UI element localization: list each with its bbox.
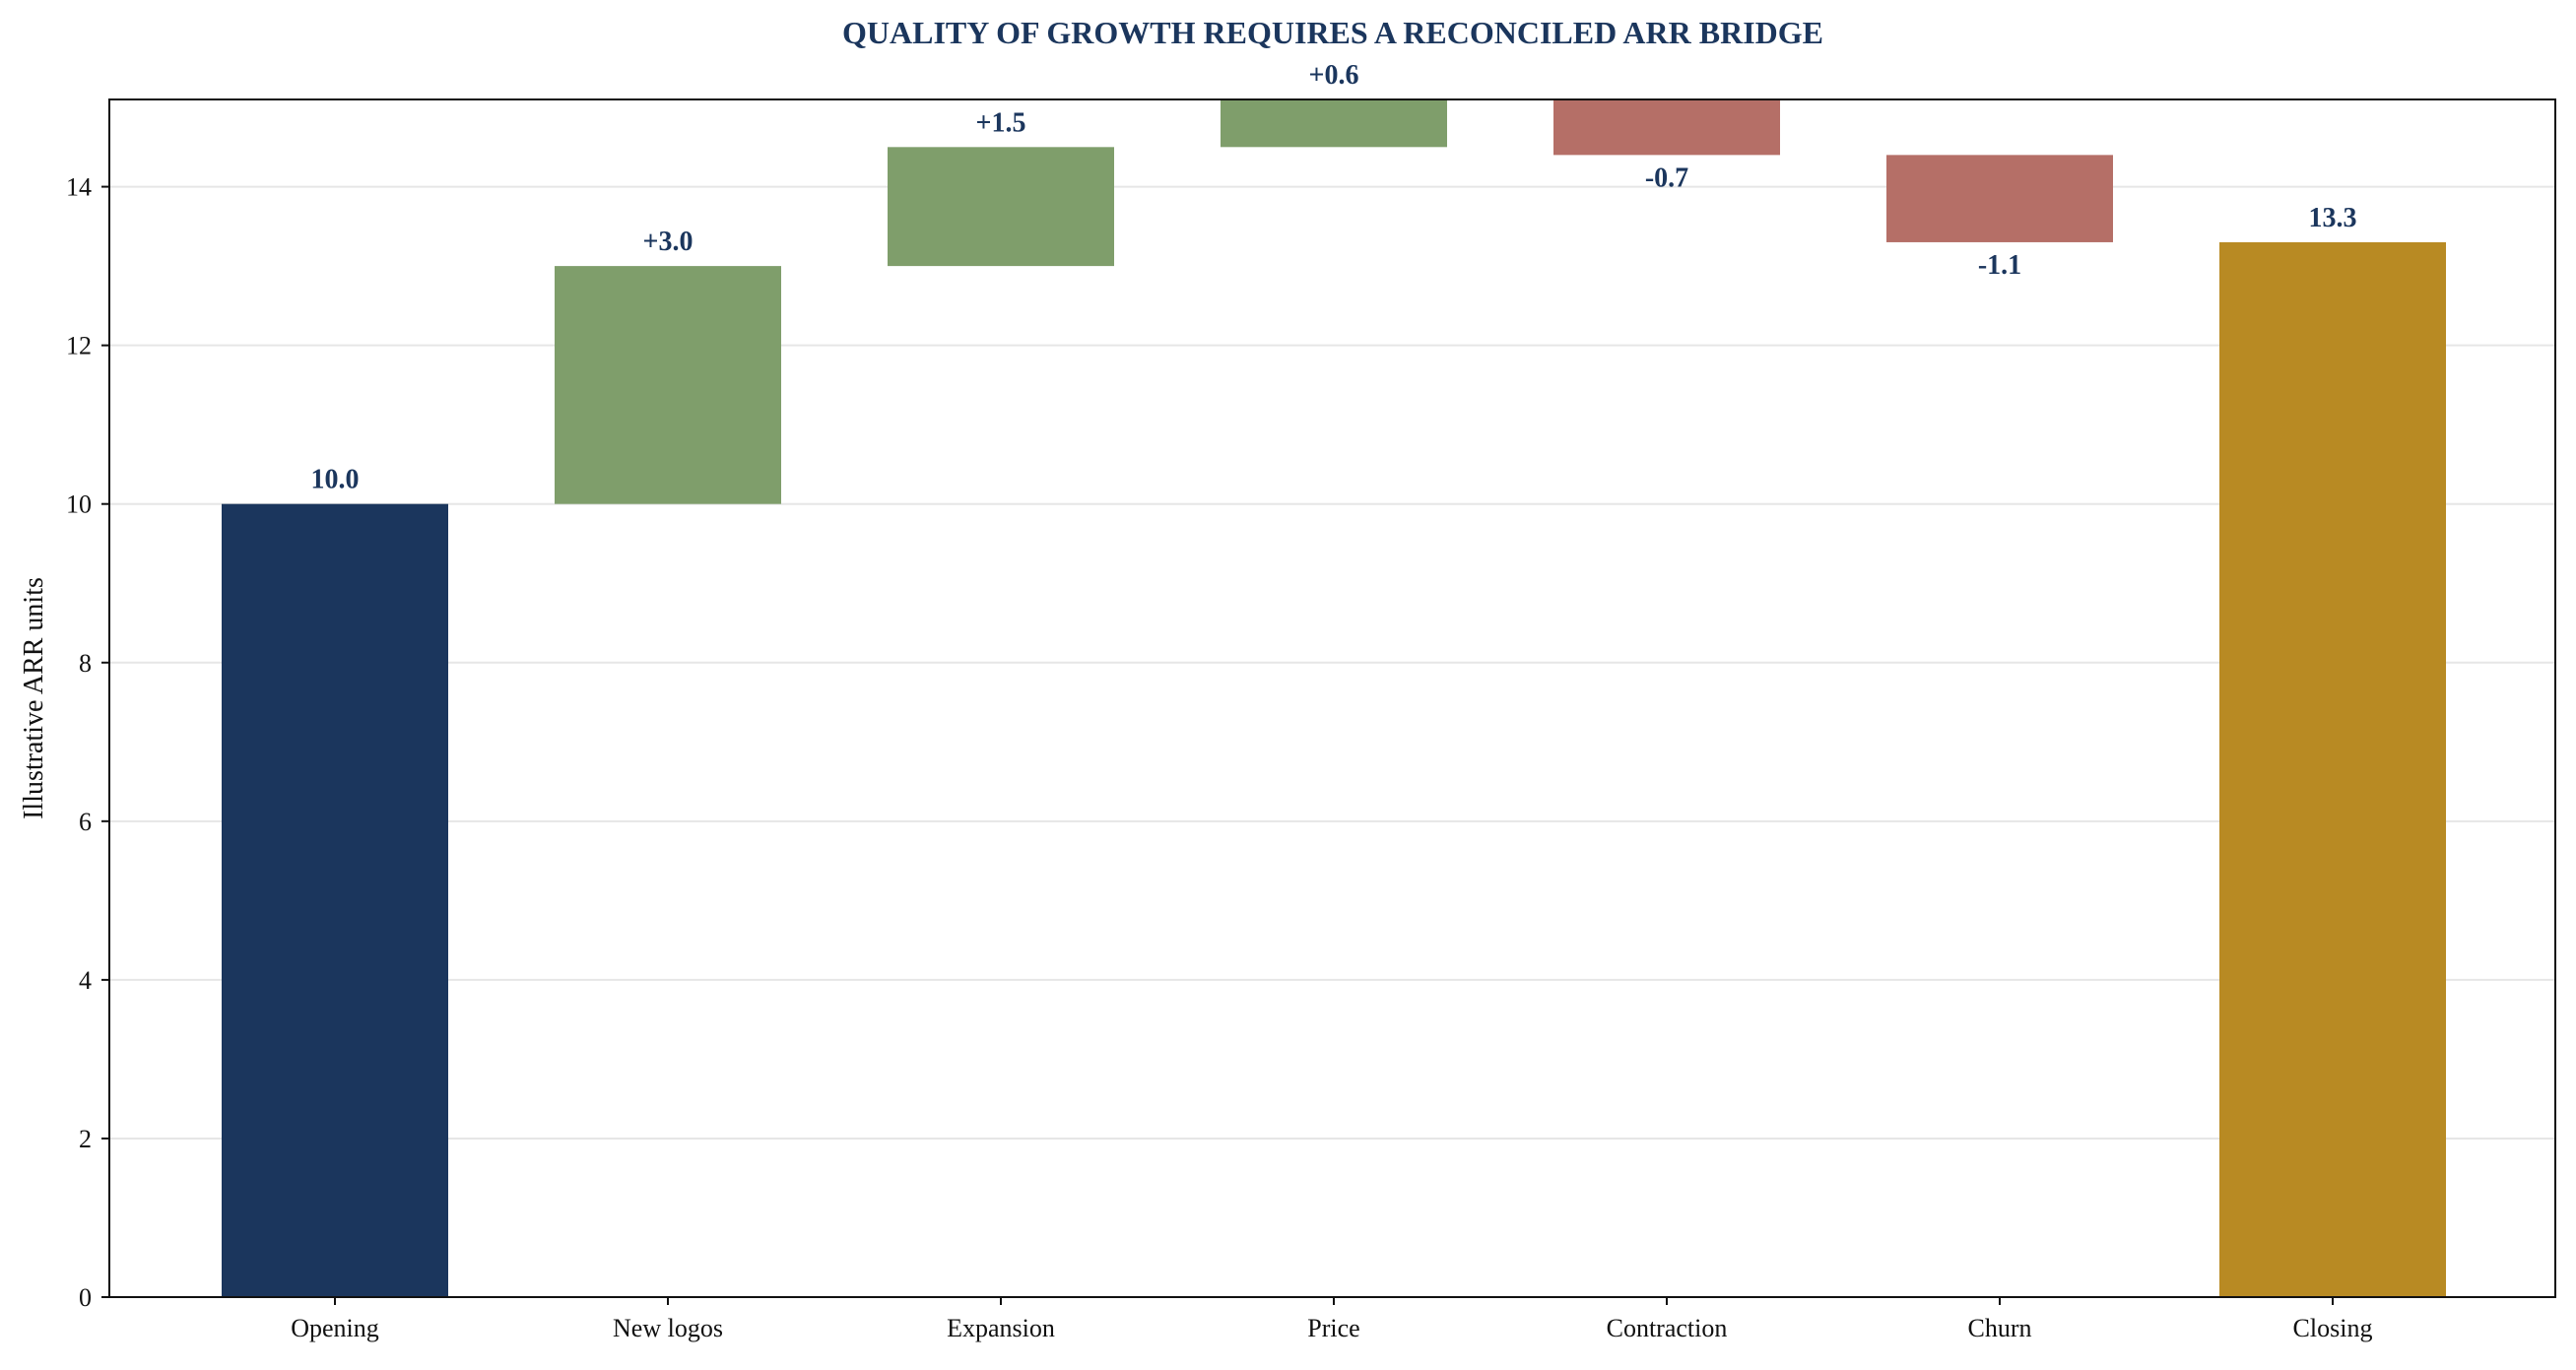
- value-label-price: +0.6: [1309, 60, 1359, 91]
- y-axis: 0 2 4 6 8 10 12 14: [66, 173, 109, 1312]
- value-labels: 10.0 +3.0 +1.5 +0.6 -0.7 -1.1 13.3: [311, 60, 2357, 495]
- y-tick-label: 4: [79, 966, 92, 995]
- x-tick-label-new-logos: New logos: [613, 1314, 723, 1342]
- bar-expansion: [888, 147, 1114, 267]
- x-tick-label-closing: Closing: [2293, 1314, 2373, 1342]
- y-tick-label: 2: [79, 1125, 92, 1153]
- x-tick-label-expansion: Expansion: [947, 1314, 1055, 1342]
- value-label-expansion: +1.5: [976, 107, 1026, 138]
- bar-closing: [2219, 241, 2446, 1298]
- x-tick-label-opening: Opening: [291, 1314, 379, 1342]
- y-tick-label: 14: [66, 173, 92, 202]
- x-tick-label-churn: Churn: [1968, 1314, 2032, 1342]
- value-label-closing: 13.3: [2309, 203, 2357, 233]
- chart-title: QUALITY OF GROWTH REQUIRES A RECONCILED …: [842, 15, 1823, 50]
- x-tick-label-contraction: Contraction: [1607, 1314, 1728, 1342]
- bar-contraction: [1553, 99, 1780, 156]
- grid-lines: [109, 185, 2555, 1140]
- value-label-opening: 10.0: [311, 465, 360, 495]
- y-tick-label: 8: [79, 649, 92, 678]
- y-tick-label: 0: [79, 1283, 92, 1312]
- bar-opening: [222, 503, 448, 1297]
- bar-new-logos: [555, 266, 781, 504]
- bars: [222, 99, 2446, 1298]
- x-tick-label-price: Price: [1307, 1314, 1359, 1342]
- bar-price: [1221, 99, 1447, 148]
- y-axis-label: Illustrative ARR units: [19, 577, 49, 819]
- y-tick-label: 12: [66, 332, 92, 360]
- value-label-contraction: -0.7: [1645, 163, 1688, 193]
- plot-frame: [108, 98, 2556, 1298]
- y-tick-label: 10: [66, 490, 92, 519]
- value-label-churn: -1.1: [1978, 250, 2021, 281]
- bar-churn: [1886, 155, 2113, 242]
- y-tick-label: 6: [79, 808, 92, 836]
- x-axis: Opening New logos Expansion Price Contractio…: [291, 1297, 2372, 1342]
- value-label-new-logos: +3.0: [643, 227, 694, 257]
